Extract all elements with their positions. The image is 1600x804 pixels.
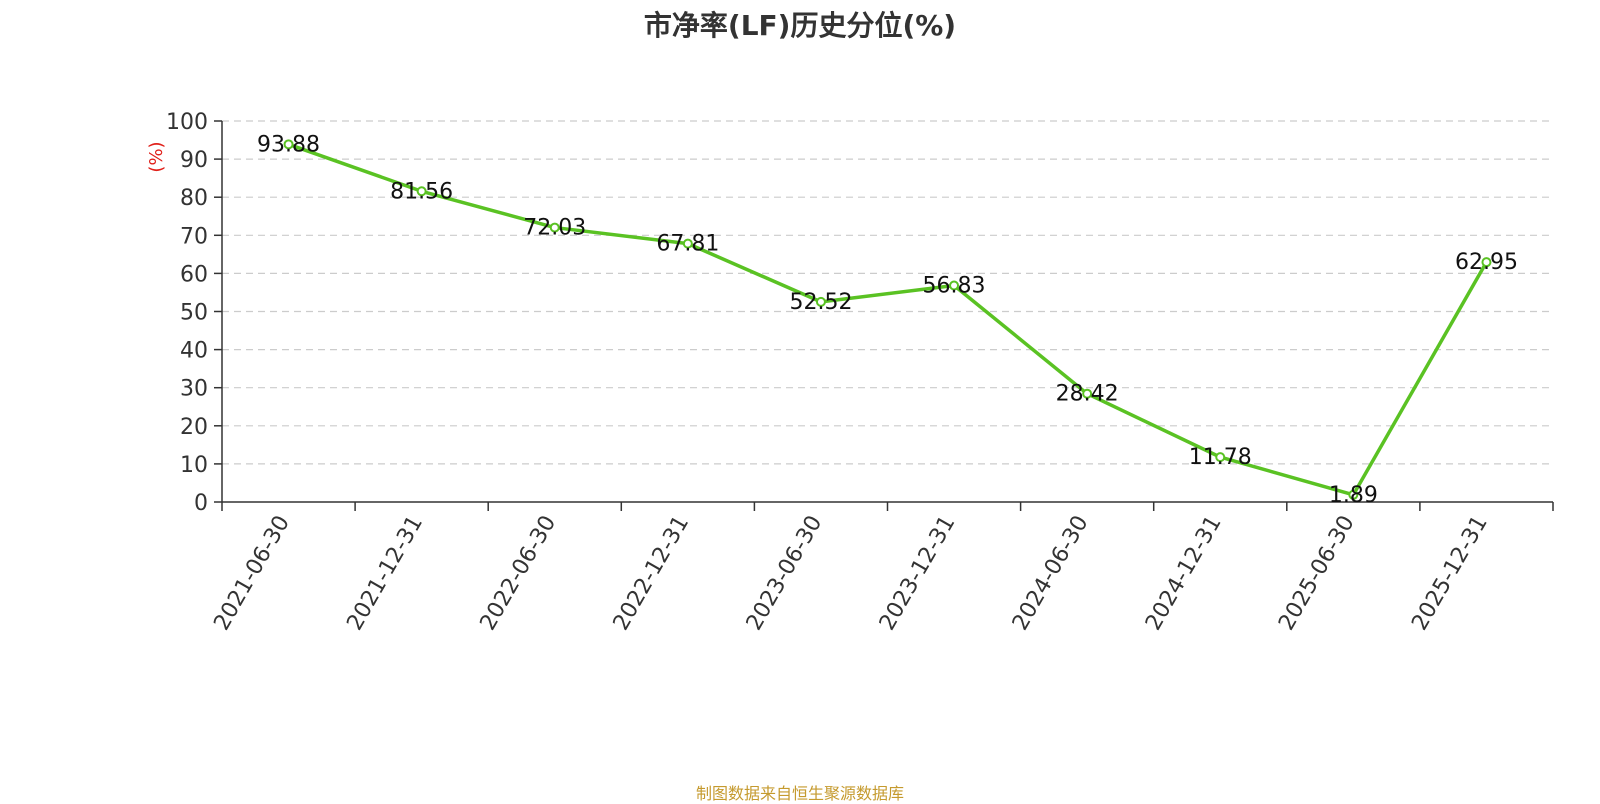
axes: 0 10 20 30 40 50 60 70 80 90 100 2021-06-30 2021-12-… — [166, 110, 1554, 635]
x-tick-label: 2021-06-30 — [209, 512, 295, 635]
data-point — [1348, 489, 1359, 500]
data-label: 11.78 — [1189, 445, 1252, 470]
y-tick-label: 0 — [194, 491, 208, 516]
data-point — [549, 222, 560, 233]
data-label: 28.42 — [1056, 382, 1119, 407]
data-label: 81.56 — [390, 179, 453, 204]
data-label: 93.88 — [257, 132, 320, 157]
data-point — [815, 296, 826, 307]
data-label: 67.81 — [656, 232, 719, 257]
y-tick-label: 20 — [180, 415, 208, 440]
x-tick-label: 2025-12-31 — [1407, 512, 1493, 635]
series-line — [287, 142, 1488, 497]
data-point — [416, 186, 427, 197]
x-tick-label: 2022-12-31 — [609, 512, 695, 635]
y-tick-label: 50 — [180, 301, 208, 326]
data-labels: 93.88 81.56 72.03 67.81 52.52 56.83 28.42 11.78… — [257, 132, 1518, 507]
x-tick-label: 2021-12-31 — [342, 512, 428, 635]
x-tick-label: 2024-06-30 — [1008, 512, 1094, 635]
data-point — [1215, 452, 1226, 463]
chart-title: 市净率(LF)历史分位(%) — [643, 9, 957, 42]
data-label: 72.03 — [523, 216, 586, 241]
data-point — [283, 139, 294, 150]
series-layer — [283, 139, 1492, 500]
data-label: 62.95 — [1455, 250, 1518, 275]
data-point — [1082, 388, 1093, 399]
data-label: 52.52 — [789, 290, 852, 315]
x-tick-label: 2023-12-31 — [875, 512, 961, 635]
data-label: 1.89 — [1329, 483, 1378, 508]
y-tick-label: 80 — [180, 186, 208, 211]
y-tick-label: 100 — [166, 110, 208, 135]
y-tick-label: 40 — [180, 339, 208, 364]
x-tick-label: 2024-12-31 — [1141, 512, 1227, 635]
y-tick-label: 10 — [180, 453, 208, 478]
x-tick-label: 2023-06-30 — [742, 512, 828, 635]
x-tick-label: 2022-06-30 — [476, 512, 562, 635]
data-label: 56.83 — [923, 273, 986, 298]
data-point — [949, 280, 960, 291]
y-tick-label: 70 — [180, 224, 208, 249]
y-tick-label: 60 — [180, 262, 208, 287]
source-note: 制图数据来自恒生聚源数据库 — [695, 784, 904, 803]
x-tick-label: 2025-06-30 — [1274, 512, 1360, 635]
y-axis-label: (%) — [146, 141, 167, 172]
data-point — [1481, 257, 1492, 268]
y-tick-label: 90 — [180, 148, 208, 173]
y-tick-label: 30 — [180, 377, 208, 402]
data-point — [682, 238, 693, 249]
